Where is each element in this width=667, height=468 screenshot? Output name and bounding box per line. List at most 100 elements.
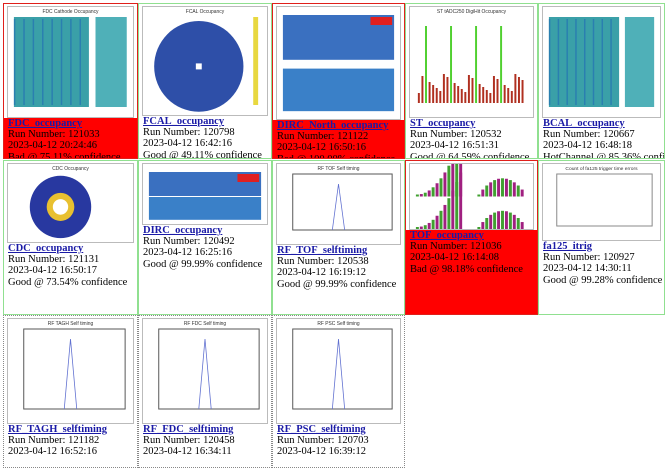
plot-area bbox=[459, 173, 462, 229]
plot-area bbox=[584, 19, 585, 105]
plot-area bbox=[443, 205, 446, 229]
plot-area bbox=[425, 26, 427, 103]
plot-title: Count of fa125 trigger time errors bbox=[565, 166, 638, 172]
plot-link[interactable]: ST_occupancy bbox=[410, 118, 535, 129]
plot-area bbox=[518, 77, 520, 103]
plot-area bbox=[432, 85, 434, 103]
plot-thumbnail: FCAL Occupancy bbox=[142, 6, 268, 116]
plot-link[interactable]: FDC_occupancy bbox=[8, 118, 137, 129]
plot-area bbox=[500, 26, 502, 103]
plot-link[interactable]: RF_FDC_selftiming bbox=[143, 424, 269, 435]
plot-thumbnail: CDC Occupancy bbox=[7, 163, 134, 243]
plot-area bbox=[493, 76, 495, 103]
plot-thumbnail: RF TAGH Self timing bbox=[7, 318, 134, 424]
plot-area bbox=[549, 17, 619, 107]
plot-link[interactable]: DIRC_North_occupancy bbox=[277, 120, 404, 131]
plot-thumbnail bbox=[409, 163, 534, 230]
plot-link[interactable]: RF_TOF_selftiming bbox=[277, 245, 402, 256]
plot-area bbox=[511, 91, 513, 103]
status: Good @ 64.59% confidence bbox=[410, 152, 535, 159]
plot-link[interactable]: BCAL_occupancy bbox=[543, 118, 662, 129]
plot-title: FDC Cathode Occupancy bbox=[43, 9, 100, 15]
card-text: RF_TAGH_selftimingRun Number: 1211822023… bbox=[8, 424, 135, 458]
timestamp: 2023-04-12 16:34:11 bbox=[143, 446, 269, 457]
plot-area bbox=[432, 187, 435, 196]
plot-link[interactable]: RF_TAGH_selftiming bbox=[8, 424, 135, 435]
plot-link[interactable]: TOF_occupancy bbox=[410, 230, 537, 241]
plot-area bbox=[61, 19, 62, 105]
run-number: Run Number: 121131 bbox=[8, 254, 135, 265]
plot-area bbox=[575, 19, 576, 105]
plot-area bbox=[451, 191, 454, 229]
plot-area bbox=[514, 74, 516, 103]
run-number: Run Number: 120667 bbox=[543, 129, 662, 140]
plot-image bbox=[277, 7, 400, 119]
plot-area bbox=[23, 19, 24, 105]
plot-area bbox=[428, 190, 431, 196]
plot-area bbox=[517, 218, 520, 229]
card: RF TAGH Self timingRF_TAGH_selftimingRun… bbox=[3, 315, 138, 468]
plot-image bbox=[543, 7, 660, 117]
plot-area bbox=[517, 186, 520, 197]
plot-area bbox=[436, 88, 438, 103]
plot-area bbox=[513, 215, 516, 229]
plot-area bbox=[42, 19, 43, 105]
plot-area bbox=[513, 182, 516, 196]
plot-area bbox=[566, 19, 567, 105]
plot-area bbox=[505, 179, 508, 197]
plot-area bbox=[489, 182, 492, 196]
plot-title: RF FDC Self timing bbox=[184, 321, 227, 327]
plot-area bbox=[507, 88, 509, 103]
plot-area bbox=[493, 213, 496, 229]
card-text: fa125_itrigRun Number: 1209272023-04-12 … bbox=[543, 241, 662, 286]
plot-link[interactable]: fa125_itrig bbox=[543, 241, 662, 252]
plot-image: Count of fa125 trigger time errors bbox=[543, 164, 660, 240]
plot-thumbnail: ST tADC250 DigiHit Occupancy bbox=[409, 6, 534, 118]
plot-area bbox=[420, 194, 423, 196]
card-text: TOF_occupancyRun Number: 1210362023-04-1… bbox=[406, 230, 537, 314]
plot-area bbox=[440, 211, 443, 229]
run-number: Run Number: 120538 bbox=[277, 256, 402, 267]
plot-area bbox=[482, 87, 484, 103]
plot-image: RF TOF Self timing bbox=[277, 164, 400, 244]
plot-area bbox=[472, 78, 474, 103]
plot-area bbox=[521, 222, 524, 229]
plot-image: RF FDC Self timing bbox=[143, 319, 267, 423]
timestamp: 2023-04-12 14:30:11 bbox=[543, 263, 662, 274]
plot-link[interactable]: FCAL_occupancy bbox=[143, 116, 269, 127]
plot-thumbnail: RF FDC Self timing bbox=[142, 318, 268, 424]
plot-area bbox=[486, 90, 488, 103]
status: HotChannel @ 85.36% confidence bbox=[543, 152, 662, 159]
plot-link[interactable]: RF_PSC_selftiming bbox=[277, 424, 402, 435]
timestamp: 2023-04-12 16:50:17 bbox=[8, 265, 135, 276]
plot-area bbox=[149, 197, 261, 220]
plot-link[interactable]: CDC_occupancy bbox=[8, 243, 135, 254]
plot-area bbox=[440, 178, 443, 196]
plot-area bbox=[509, 213, 512, 229]
card: RF PSC Self timingRF_PSC_selftimingRun N… bbox=[272, 315, 405, 468]
plot-area bbox=[489, 93, 491, 103]
plot-area bbox=[14, 19, 15, 105]
plot-area bbox=[293, 329, 392, 409]
plot-area bbox=[439, 91, 441, 103]
card: RF TOF Self timingRF_TOF_selftimingRun N… bbox=[272, 160, 405, 315]
plot-area bbox=[549, 19, 550, 105]
status: Bad @ 75.11% confidence bbox=[8, 152, 137, 159]
plot-thumbnail: Count of fa125 trigger time errors bbox=[542, 163, 661, 241]
plot-area bbox=[489, 215, 492, 229]
plot-thumbnail bbox=[276, 6, 401, 120]
plot-area bbox=[501, 178, 504, 196]
plot-area bbox=[421, 76, 423, 103]
plot-link[interactable]: DIRC_occupancy bbox=[143, 225, 269, 236]
timestamp: 2023-04-12 16:48:18 bbox=[543, 140, 662, 151]
